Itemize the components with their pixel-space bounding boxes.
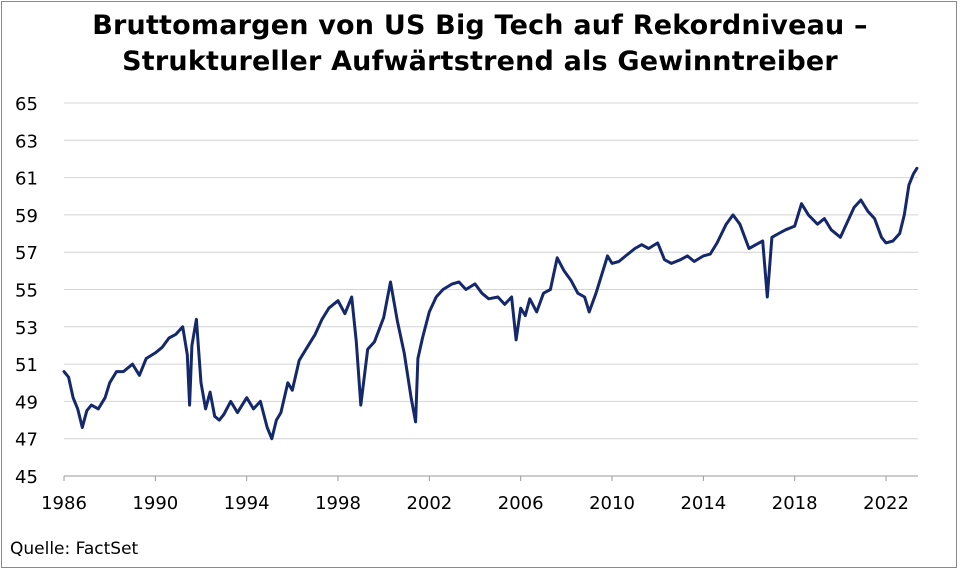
y-tick-label: 45 [15, 467, 38, 488]
x-tick-label: 2010 [589, 493, 635, 514]
x-tick-label: 2018 [772, 493, 818, 514]
x-tick-label: 2006 [498, 493, 544, 514]
y-tick-label: 53 [15, 318, 38, 339]
y-axis-ticks: 45 47 49 51 53 55 57 59 61 63 65 [15, 94, 38, 488]
x-tick-label: 1990 [132, 493, 178, 514]
x-tick-label: 2022 [863, 493, 909, 514]
y-tick-label: 47 [15, 430, 38, 451]
y-tick-label: 57 [15, 243, 38, 264]
x-tick-label: 1986 [41, 493, 87, 514]
y-tick-label: 65 [15, 94, 38, 115]
series-layer [62, 166, 919, 441]
x-axis-ticks: 1986 1990 1994 1998 2002 2006 2010 2014 2018 2022 [41, 476, 909, 514]
y-tick-label: 51 [15, 355, 38, 376]
x-tick-label: 1994 [224, 493, 270, 514]
x-tick-label: 2002 [406, 493, 452, 514]
source-note: Quelle: FactSet [10, 539, 139, 559]
x-tick-label: 1998 [315, 493, 361, 514]
y-tick-label: 55 [15, 281, 38, 302]
x-tick-label: 2014 [680, 493, 726, 514]
series-line [62, 166, 919, 441]
y-tick-label: 63 [15, 131, 38, 152]
title-line-2: Struktureller Aufwärtstrend als Gewinntr… [122, 46, 838, 77]
title-line-1: Bruttomargen von US Big Tech auf Rekordn… [92, 10, 868, 41]
y-tick-label: 59 [15, 206, 38, 227]
grid-lines [64, 102, 918, 440]
y-tick-label: 49 [15, 392, 38, 413]
chart-title: Bruttomargen von US Big Tech auf Rekordn… [0, 8, 960, 80]
y-tick-label: 61 [15, 169, 38, 190]
